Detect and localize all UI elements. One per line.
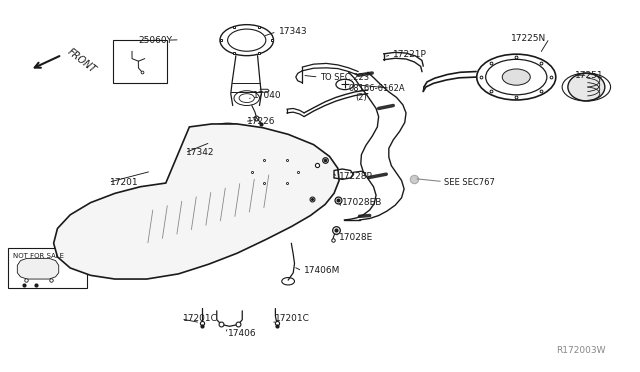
Text: 17028EB: 17028EB <box>342 198 383 207</box>
Text: 17226: 17226 <box>246 117 275 126</box>
Text: TO SEC.223: TO SEC.223 <box>320 73 369 81</box>
Circle shape <box>477 54 556 100</box>
Text: 17221P: 17221P <box>394 51 427 60</box>
Text: (2): (2) <box>355 93 367 102</box>
Text: 17406M: 17406M <box>304 266 340 275</box>
Text: 17228P: 17228P <box>339 172 373 181</box>
Text: R172003W: R172003W <box>556 346 605 355</box>
Text: 17342: 17342 <box>186 148 214 157</box>
Text: 17028E: 17028E <box>339 233 373 242</box>
FancyBboxPatch shape <box>8 248 88 288</box>
Text: 17406: 17406 <box>228 329 256 338</box>
Circle shape <box>250 157 301 187</box>
Text: SEE SEC767: SEE SEC767 <box>444 178 495 187</box>
Text: 08166-6162A: 08166-6162A <box>349 84 405 93</box>
Text: 17201C: 17201C <box>183 314 218 323</box>
Text: 17201: 17201 <box>109 178 138 187</box>
Text: 17251: 17251 <box>575 71 604 80</box>
Text: FRONT: FRONT <box>65 46 97 75</box>
Text: NOT FOR SALE: NOT FOR SALE <box>13 253 64 259</box>
Circle shape <box>336 79 354 90</box>
Circle shape <box>257 161 293 182</box>
Circle shape <box>486 60 547 95</box>
Ellipse shape <box>568 73 605 101</box>
Polygon shape <box>54 124 339 279</box>
Polygon shape <box>17 259 59 279</box>
Circle shape <box>209 127 246 149</box>
Text: 17201C: 17201C <box>275 314 310 323</box>
Circle shape <box>204 123 252 151</box>
Text: 17040: 17040 <box>253 91 282 100</box>
Text: 25060Y: 25060Y <box>138 36 172 45</box>
Circle shape <box>211 128 244 147</box>
Text: 17343: 17343 <box>278 27 307 36</box>
Circle shape <box>502 69 531 85</box>
Text: 17225N: 17225N <box>511 34 547 43</box>
FancyBboxPatch shape <box>113 40 167 83</box>
